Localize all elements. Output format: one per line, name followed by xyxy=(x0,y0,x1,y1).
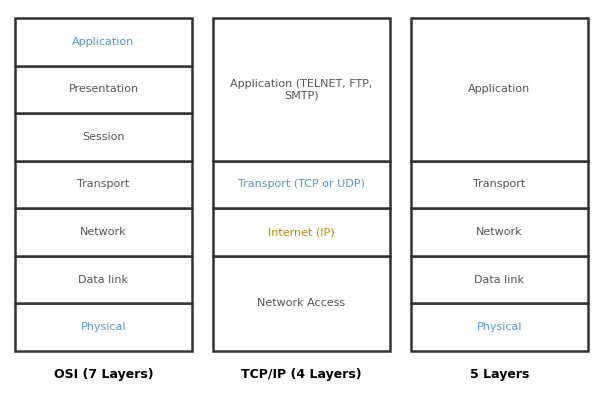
Text: Network: Network xyxy=(476,227,523,237)
Text: Application: Application xyxy=(469,84,530,94)
Bar xyxy=(213,208,390,256)
Text: Application: Application xyxy=(73,37,134,47)
Text: Data link: Data link xyxy=(79,275,128,285)
Bar xyxy=(15,208,192,256)
Text: Network: Network xyxy=(80,227,127,237)
Bar xyxy=(213,18,390,161)
Text: Application (TELNET, FTP,
SMTP): Application (TELNET, FTP, SMTP) xyxy=(230,79,373,100)
Text: Physical: Physical xyxy=(81,322,126,332)
Text: Session: Session xyxy=(82,132,125,142)
Text: Transport: Transport xyxy=(473,180,526,189)
Bar xyxy=(213,161,390,208)
Bar xyxy=(411,161,588,208)
Bar xyxy=(15,256,192,303)
Bar xyxy=(411,256,588,303)
Bar xyxy=(15,161,192,208)
Bar xyxy=(15,66,192,113)
Bar xyxy=(213,256,390,351)
Bar xyxy=(15,113,192,161)
Text: Physical: Physical xyxy=(477,322,522,332)
Text: Transport (TCP or UDP): Transport (TCP or UDP) xyxy=(238,180,365,189)
Bar xyxy=(15,303,192,351)
Text: Internet (IP): Internet (IP) xyxy=(268,227,335,237)
Bar xyxy=(411,18,588,161)
Text: Network Access: Network Access xyxy=(257,298,346,308)
Text: Data link: Data link xyxy=(475,275,524,285)
Text: 5 Layers: 5 Layers xyxy=(470,369,529,381)
Bar xyxy=(15,18,192,66)
Bar xyxy=(411,303,588,351)
Text: Presentation: Presentation xyxy=(68,84,139,94)
Bar xyxy=(411,208,588,256)
Text: OSI (7 Layers): OSI (7 Layers) xyxy=(53,369,154,381)
Text: TCP/IP (4 Layers): TCP/IP (4 Layers) xyxy=(241,369,362,381)
Text: Transport: Transport xyxy=(77,180,130,189)
